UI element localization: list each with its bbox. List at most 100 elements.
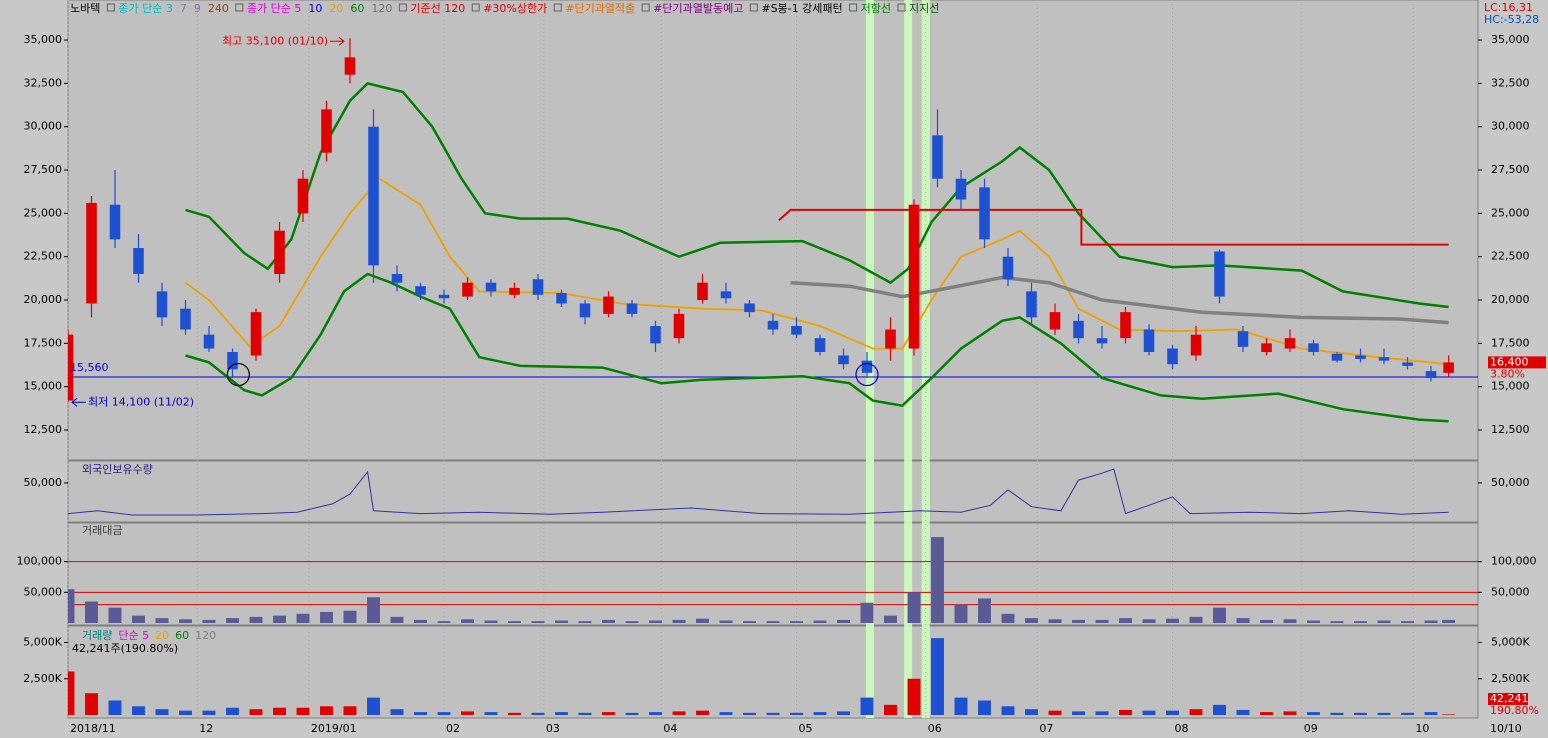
bar	[1072, 619, 1085, 623]
y-tick-label: 20,000	[24, 293, 63, 306]
candle-body	[1378, 357, 1390, 361]
bar	[884, 615, 897, 623]
candle-body	[274, 230, 285, 275]
bar	[390, 616, 404, 623]
bar	[1354, 712, 1367, 715]
bar	[249, 709, 263, 715]
bar	[531, 712, 545, 715]
candle-body	[1261, 343, 1272, 353]
candle-body	[814, 338, 826, 353]
bar	[296, 707, 310, 715]
candle-body	[979, 187, 990, 240]
bar	[1283, 711, 1297, 715]
bar	[1424, 620, 1438, 623]
last-volume-label: 42,241	[1490, 692, 1529, 705]
last-date: 10/10	[1490, 722, 1522, 735]
candle-body	[650, 326, 661, 344]
y-tick-label-right: 15,000	[1491, 380, 1530, 393]
y-tick-label-right: 27,500	[1491, 163, 1530, 176]
candle-body	[1167, 348, 1178, 365]
bar	[531, 621, 545, 623]
bar	[1095, 711, 1109, 715]
low-arrow	[71, 397, 86, 407]
bar	[790, 621, 803, 623]
candle-body	[1308, 343, 1319, 353]
candle-body	[532, 279, 544, 295]
legend-item: 120	[371, 2, 392, 15]
bar	[108, 607, 122, 623]
bar	[226, 618, 239, 623]
legend-box	[749, 3, 758, 12]
bar	[1401, 621, 1414, 623]
bar	[1260, 619, 1273, 623]
y-tick-label-right: 100,000	[1491, 555, 1537, 568]
legend-item: 저항선	[861, 2, 891, 15]
legend-box	[553, 3, 562, 12]
last-volume-pct: 190.80%	[1490, 704, 1539, 717]
panel-title: 거래대금	[82, 524, 122, 537]
candle-body	[133, 248, 144, 275]
legend-item: 종가 단순 3	[118, 2, 172, 15]
candle-body	[109, 204, 121, 240]
candle-body	[838, 355, 849, 365]
bar	[179, 619, 192, 623]
bar	[931, 537, 944, 623]
bar	[837, 711, 850, 715]
bar	[884, 704, 897, 715]
bar	[484, 712, 498, 715]
y-tick-label-right: 50,000	[1491, 585, 1530, 598]
candle-body	[1331, 353, 1343, 361]
candle-body	[1402, 362, 1413, 366]
bar	[1354, 621, 1367, 623]
last-change-label: 3.80%	[1490, 367, 1525, 380]
candle-body	[438, 294, 450, 299]
x-tick-label: 09	[1304, 722, 1318, 735]
candle-body	[485, 282, 497, 292]
candle-body	[1120, 312, 1131, 339]
y-tick-label: 35,000	[24, 33, 63, 46]
last-volume-box	[1488, 693, 1528, 705]
legend-item: #단기과열적출	[565, 2, 635, 15]
bar	[296, 613, 310, 623]
bar	[625, 712, 639, 715]
candle-body	[1002, 256, 1014, 280]
legend-item: 240	[208, 2, 229, 15]
candle-body	[1425, 371, 1437, 379]
high-arrow	[330, 36, 345, 46]
candle-body	[885, 329, 896, 349]
bar	[766, 621, 780, 623]
bar	[1236, 709, 1250, 715]
bar	[1260, 712, 1273, 715]
candle-body	[1096, 338, 1108, 344]
bar	[484, 620, 498, 623]
bar	[1213, 607, 1226, 623]
legend-item: 60	[175, 629, 189, 642]
candle-body	[556, 293, 567, 304]
bar	[320, 611, 333, 623]
bar	[1166, 710, 1179, 715]
label-layer: 2018/11 12 2019/01 02 03 04 05 06 07 08 09 10 10/10 1…	[17, 1, 1546, 735]
bar	[743, 621, 756, 623]
bar	[461, 619, 474, 623]
candle-body	[297, 178, 309, 214]
bar	[719, 620, 733, 623]
bar	[249, 616, 263, 623]
candle-body	[908, 204, 920, 349]
bar	[978, 598, 991, 623]
bar	[1283, 619, 1297, 623]
hc-label: HC:-53,28	[1484, 13, 1539, 26]
x-tick-label: 03	[546, 722, 560, 735]
candle-body	[1284, 338, 1296, 349]
bar	[766, 712, 780, 715]
legend-item: 60	[350, 2, 364, 15]
bar	[837, 619, 850, 623]
bar	[414, 712, 427, 715]
bar	[860, 602, 874, 623]
candle-body	[720, 291, 732, 299]
candle-body	[579, 303, 591, 318]
bar	[1442, 714, 1456, 715]
bar	[696, 710, 709, 715]
price-panel	[67, 0, 1479, 461]
bar	[1142, 619, 1156, 623]
y-tick-label: 2,500K	[23, 672, 62, 685]
